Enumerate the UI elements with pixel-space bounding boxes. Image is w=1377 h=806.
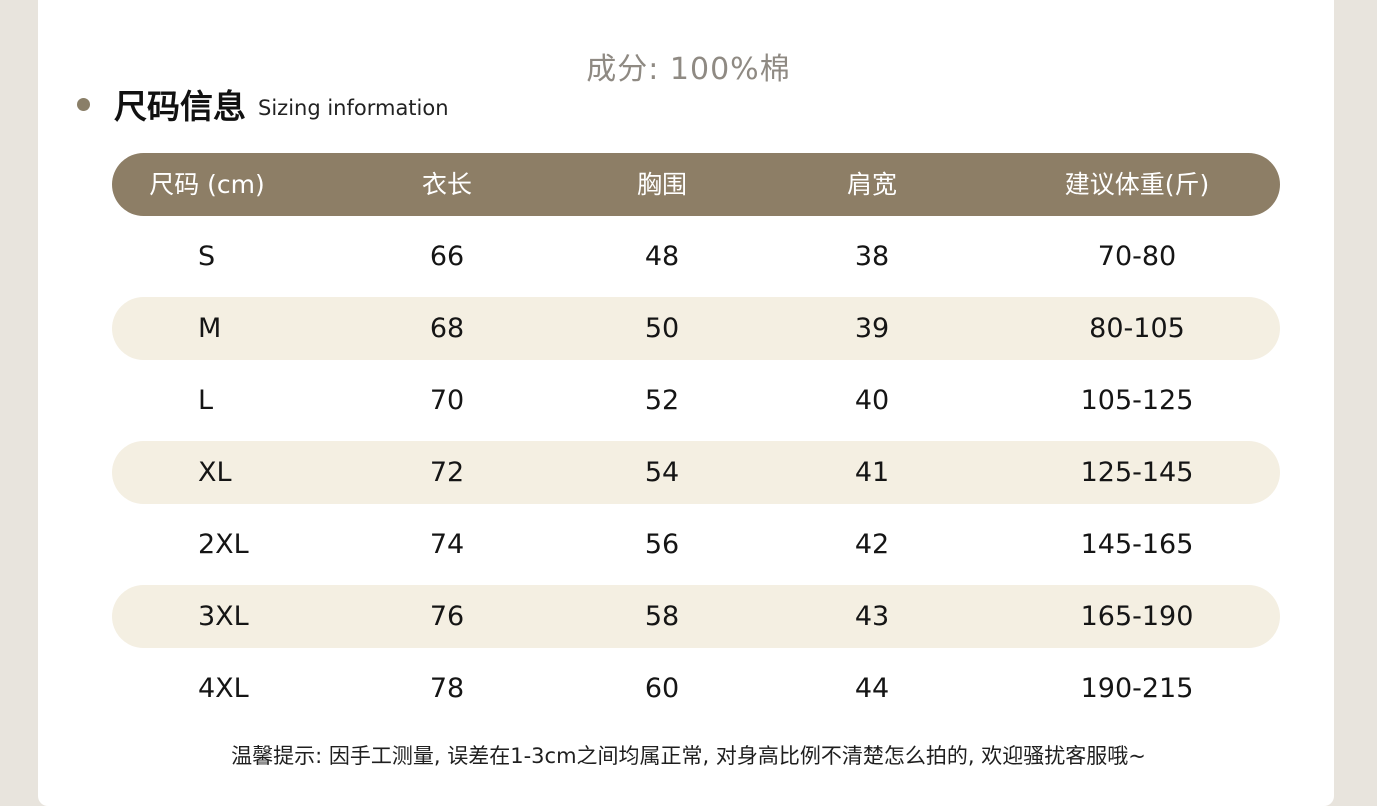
header-size: 尺码 (cm) [149, 170, 265, 199]
cell-weight: 70-80 [1097, 241, 1177, 272]
header-weight: 建议体重(斤) [1064, 170, 1210, 199]
cell-chest: 60 [644, 673, 680, 704]
header-length: 衣长 [421, 170, 472, 199]
cell-size: 4XL [198, 673, 249, 704]
section-title-cn: 尺码信息 [114, 87, 246, 126]
section-heading: 尺码信息 Sizing information [77, 82, 449, 126]
cell-weight: 105-125 [1080, 385, 1194, 416]
cell-chest: 52 [644, 385, 680, 416]
header-chest: 胸围 [636, 170, 687, 199]
cell-length: 70 [429, 385, 465, 416]
cell-shoulder: 40 [854, 385, 890, 416]
size-table: 尺码 (cm) 衣长 胸围 肩宽 建议体重(斤) S 66 48 38 70-8… [112, 153, 1280, 720]
cell-shoulder: 39 [854, 313, 890, 344]
material-composition: 成分: 100%棉 [586, 52, 791, 87]
cell-chest: 54 [644, 457, 680, 488]
header-shoulder: 肩宽 [846, 170, 897, 199]
cell-shoulder: 42 [854, 529, 890, 560]
table-row: XL 72 54 41 125-145 [112, 441, 1280, 504]
cell-length: 78 [429, 673, 465, 704]
table-row: 3XL 76 58 43 165-190 [112, 585, 1280, 648]
measurement-tip: 温馨提示: 因手工测量, 误差在1-3cm之间均属正常, 对身高比例不清楚怎么拍… [231, 744, 1146, 768]
cell-weight: 145-165 [1080, 529, 1194, 560]
cell-shoulder: 44 [854, 673, 890, 704]
cell-length: 66 [429, 241, 465, 272]
cell-weight: 165-190 [1080, 601, 1194, 632]
cell-size: S [198, 241, 216, 272]
table-row: 2XL 74 56 42 145-165 [112, 513, 1280, 576]
table-row: S 66 48 38 70-80 [112, 225, 1280, 288]
cell-shoulder: 43 [854, 601, 890, 632]
section-title-en: Sizing information [258, 96, 449, 120]
cell-size: XL [198, 457, 232, 488]
cell-length: 68 [429, 313, 465, 344]
cell-shoulder: 41 [854, 457, 890, 488]
cell-length: 76 [429, 601, 465, 632]
cell-weight: 80-105 [1089, 313, 1185, 344]
cell-length: 74 [429, 529, 465, 560]
cell-weight: 190-215 [1080, 673, 1194, 704]
table-row: 4XL 78 60 44 190-215 [112, 657, 1280, 720]
cell-chest: 50 [644, 313, 680, 344]
cell-shoulder: 38 [854, 241, 890, 272]
size-table-header: 尺码 (cm) 衣长 胸围 肩宽 建议体重(斤) [112, 153, 1280, 216]
cell-size: 2XL [198, 529, 249, 560]
content-card [38, 0, 1334, 806]
table-row: M 68 50 39 80-105 [112, 297, 1280, 360]
table-row: L 70 52 40 105-125 [112, 369, 1280, 432]
cell-size: L [198, 385, 214, 416]
cell-size: M [198, 313, 222, 344]
cell-chest: 48 [644, 241, 680, 272]
bullet-dot-icon [77, 97, 90, 111]
cell-chest: 56 [644, 529, 680, 560]
cell-weight: 125-145 [1080, 457, 1194, 488]
cell-chest: 58 [644, 601, 680, 632]
cell-size: 3XL [198, 601, 249, 632]
cell-length: 72 [429, 457, 465, 488]
